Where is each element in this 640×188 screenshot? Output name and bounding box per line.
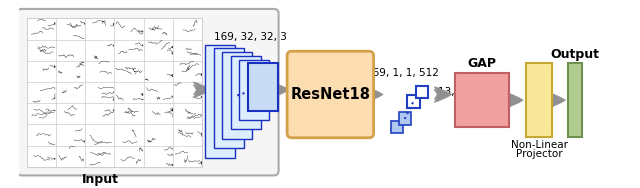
Bar bbox=[214, 49, 244, 148]
Text: 13, 13, 512: 13, 13, 512 bbox=[438, 87, 497, 97]
Text: Output: Output bbox=[550, 48, 600, 61]
FancyBboxPatch shape bbox=[287, 51, 374, 138]
Bar bbox=[454, 73, 509, 127]
FancyBboxPatch shape bbox=[17, 9, 278, 175]
Text: Projector: Projector bbox=[516, 149, 563, 159]
Bar bbox=[416, 86, 428, 98]
Bar bbox=[390, 121, 403, 133]
Bar bbox=[230, 56, 260, 129]
Bar bbox=[526, 64, 552, 137]
Text: 169, 1, 1, 512: 169, 1, 1, 512 bbox=[366, 68, 439, 78]
Bar bbox=[568, 64, 582, 137]
Bar bbox=[399, 112, 412, 125]
Text: ResNet18: ResNet18 bbox=[291, 87, 371, 102]
Text: 169, 32, 32, 3: 169, 32, 32, 3 bbox=[214, 33, 287, 42]
Bar bbox=[248, 64, 278, 111]
Text: Input: Input bbox=[83, 173, 119, 186]
Bar bbox=[26, 18, 202, 167]
Bar bbox=[222, 52, 252, 139]
Bar bbox=[205, 45, 236, 158]
Text: GAP: GAP bbox=[467, 57, 496, 70]
Bar bbox=[408, 96, 420, 108]
Bar bbox=[239, 60, 269, 120]
Text: Non-Linear: Non-Linear bbox=[511, 140, 568, 150]
